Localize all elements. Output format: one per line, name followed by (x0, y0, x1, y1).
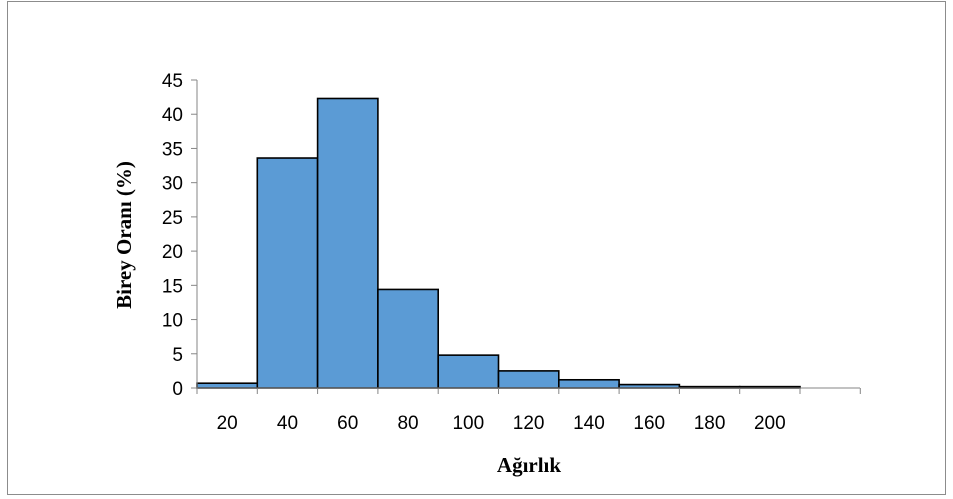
x-tick-label: 40 (277, 413, 298, 434)
x-tick-label: 100 (452, 413, 484, 434)
bar-40 (256, 157, 319, 389)
x-tick-label: 120 (513, 413, 545, 434)
y-tick-label: 10 (162, 311, 183, 332)
bar-140 (557, 378, 620, 389)
x-tick-label: 140 (573, 413, 605, 434)
bar-20 (196, 382, 259, 389)
x-tick-label: 80 (397, 413, 418, 434)
bars-group (196, 97, 801, 389)
x-axis-title: Ağırlık (497, 453, 561, 477)
y-tick-label: 20 (162, 242, 183, 263)
chart-frame (7, 1, 946, 495)
x-tick-label: 180 (694, 413, 726, 434)
x-tick-label: 160 (633, 413, 665, 434)
bar-80 (377, 288, 439, 389)
x-tick-label: 60 (337, 413, 358, 434)
bar-60 (316, 97, 379, 389)
x-axis: 20 40 60 80 100 120 140 160 180 200 (196, 387, 861, 434)
y-tick-label: 15 (162, 276, 183, 297)
x-tick-label: 200 (754, 413, 786, 434)
y-tick-label: 30 (162, 174, 183, 195)
y-tick-label: 35 (162, 139, 183, 160)
y-tick-label: 25 (162, 208, 183, 229)
bar-100 (437, 354, 500, 389)
bar-160 (618, 383, 681, 389)
x-tick-label: 20 (217, 413, 238, 434)
y-axis: 0 5 10 15 20 25 30 35 40 45 (162, 71, 198, 400)
y-tick-label: 0 (172, 379, 183, 400)
y-axis-title: Birey Oranı (%) (112, 161, 136, 309)
y-tick-label: 45 (162, 71, 183, 92)
y-tick-label: 5 (172, 345, 183, 366)
bar-120 (497, 370, 560, 389)
y-tick-label: 40 (162, 105, 183, 126)
